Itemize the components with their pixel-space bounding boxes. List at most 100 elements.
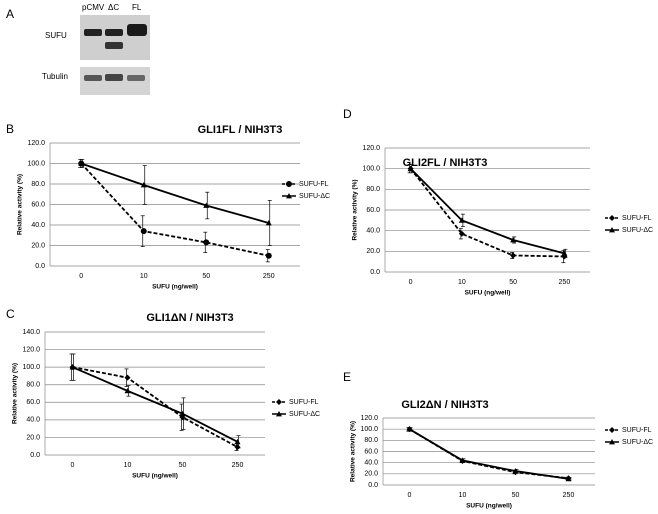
legend-marker bbox=[276, 411, 282, 417]
y-tick-label: 80.0 bbox=[366, 186, 380, 193]
legend-marker bbox=[276, 399, 282, 405]
x-tick-label: 0 bbox=[79, 273, 83, 280]
legend-label: SUFU-ΔC bbox=[622, 439, 653, 446]
x-tick-label: 50 bbox=[512, 492, 520, 499]
marker bbox=[179, 410, 186, 417]
y-tick-label: 60.0 bbox=[364, 448, 378, 455]
y-tick-label: 20.0 bbox=[26, 434, 40, 441]
marker bbox=[140, 182, 147, 188]
x-tick-label: 10 bbox=[458, 279, 466, 286]
x-tick-label: 50 bbox=[202, 273, 210, 280]
series-line bbox=[72, 366, 238, 448]
y-tick-label: 60.0 bbox=[366, 207, 380, 214]
y-tick-label: 20.0 bbox=[366, 248, 380, 255]
y-tick-label: 120.0 bbox=[362, 145, 380, 152]
chart-title: GLI1FL / NIH3T3 bbox=[198, 124, 283, 136]
series-line bbox=[80, 162, 269, 257]
marker bbox=[561, 250, 568, 256]
y-tick-label: 100.0 bbox=[360, 426, 378, 433]
legend-label: SUFU-FL bbox=[622, 427, 652, 434]
legend-marker bbox=[609, 227, 615, 233]
marker bbox=[265, 219, 272, 226]
series-line bbox=[409, 428, 569, 480]
legend-label: SUFU-FL bbox=[289, 399, 319, 406]
marker bbox=[124, 387, 131, 394]
y-tick-label: 20.0 bbox=[364, 471, 378, 478]
marker bbox=[203, 202, 210, 208]
legend-label: SUFU-FL bbox=[299, 181, 329, 188]
lane-label: ΔC bbox=[108, 3, 119, 12]
x-tick-label: 0 bbox=[408, 492, 412, 499]
row-label: SUFU bbox=[45, 31, 67, 40]
marker bbox=[203, 239, 210, 246]
marker bbox=[512, 468, 519, 474]
marker bbox=[565, 475, 572, 482]
series-line bbox=[80, 162, 269, 224]
x-tick-label: 50 bbox=[179, 462, 187, 469]
lane-label: pCMV bbox=[82, 3, 105, 12]
y-tick-label: 120.0 bbox=[22, 346, 40, 353]
panel-label: E bbox=[343, 370, 351, 384]
y-tick-label: 60.0 bbox=[26, 399, 40, 406]
y-tick-label: 100.0 bbox=[27, 160, 45, 167]
y-tick-label: 0.0 bbox=[370, 269, 380, 276]
marker bbox=[140, 228, 147, 235]
legend-label: SUFU-ΔC bbox=[289, 411, 320, 418]
marker bbox=[69, 364, 76, 370]
y-tick-label: 100.0 bbox=[22, 364, 40, 371]
y-tick-label: 0.0 bbox=[35, 263, 45, 270]
series-line bbox=[72, 366, 238, 443]
y-tick-label: 0.0 bbox=[30, 452, 40, 459]
marker bbox=[234, 438, 241, 445]
x-axis-label: SUFU (ng/well) bbox=[132, 473, 178, 480]
y-tick-label: 40.0 bbox=[366, 228, 380, 235]
x-tick-label: 0 bbox=[409, 279, 413, 286]
series-line bbox=[409, 428, 569, 480]
x-tick-label: 250 bbox=[563, 492, 575, 499]
y-tick-label: 40.0 bbox=[26, 417, 40, 424]
y-tick-label: 20.0 bbox=[31, 242, 45, 249]
legend-label: SUFU-ΔC bbox=[622, 227, 653, 234]
marker bbox=[234, 444, 241, 451]
y-tick-label: 0.0 bbox=[368, 482, 378, 489]
x-axis-label: SUFU (ng/well) bbox=[466, 503, 512, 510]
x-tick-label: 10 bbox=[124, 462, 132, 469]
legend-marker bbox=[286, 181, 292, 187]
x-axis-label: SUFU (ng/well) bbox=[465, 290, 511, 297]
y-tick-label: 40.0 bbox=[31, 222, 45, 229]
legend-marker bbox=[286, 193, 292, 199]
series-line bbox=[409, 168, 565, 255]
x-tick-label: 50 bbox=[509, 279, 517, 286]
x-tick-label: 250 bbox=[559, 279, 571, 286]
chart-title: GLI2FL / NIH3T3 bbox=[403, 157, 488, 169]
x-tick-label: 10 bbox=[140, 273, 148, 280]
x-tick-label: 10 bbox=[459, 492, 467, 499]
y-tick-label: 80.0 bbox=[364, 437, 378, 444]
y-tick-label: 120.0 bbox=[27, 140, 45, 147]
chart-title: GLI1ΔN / NIH3T3 bbox=[146, 312, 233, 324]
marker bbox=[407, 165, 414, 172]
y-tick-label: 80.0 bbox=[26, 382, 40, 389]
legend-label: SUFU-ΔC bbox=[299, 193, 330, 200]
y-axis-label: Relative activity (%) bbox=[350, 421, 357, 482]
marker bbox=[406, 426, 413, 432]
legend-label: SUFU-FL bbox=[622, 215, 652, 222]
panel-label: B bbox=[6, 122, 14, 136]
y-tick-label: 120.0 bbox=[360, 415, 378, 422]
y-axis-label: Relative activity (%) bbox=[17, 174, 24, 235]
x-axis-label: SUFU (ng/well) bbox=[152, 284, 198, 291]
y-axis-label: Relative activity (%) bbox=[12, 363, 19, 424]
marker bbox=[510, 252, 517, 259]
marker bbox=[124, 374, 131, 381]
blot bbox=[80, 15, 150, 95]
y-tick-label: 140.0 bbox=[22, 329, 40, 336]
lane-label: FL bbox=[132, 3, 142, 12]
panel-label: D bbox=[343, 107, 352, 121]
y-tick-label: 40.0 bbox=[364, 460, 378, 467]
y-tick-label: 100.0 bbox=[362, 166, 380, 173]
legend-marker bbox=[609, 427, 615, 433]
marker bbox=[458, 230, 465, 237]
marker bbox=[78, 160, 85, 166]
chart-title: GLI2ΔN / NIH3T3 bbox=[401, 399, 488, 411]
